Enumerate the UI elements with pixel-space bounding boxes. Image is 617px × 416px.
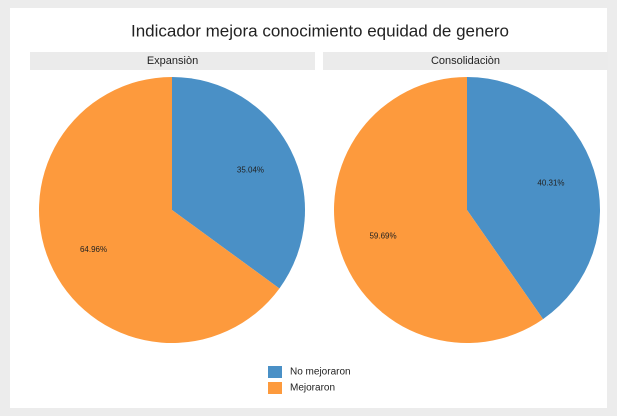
- facet-title: Consolidaciòn: [431, 55, 500, 67]
- legend-label: No mejoraron: [290, 367, 351, 378]
- legend-swatch: [268, 382, 282, 394]
- legend-swatch: [268, 366, 282, 378]
- data-label: 59.69%: [369, 231, 396, 240]
- legend-label: Mejoraron: [290, 383, 335, 394]
- pie-slice: [467, 77, 601, 320]
- pie-slice: [39, 77, 280, 343]
- facet-title: Expansiòn: [147, 55, 198, 67]
- data-label: 40.31%: [537, 179, 564, 188]
- pie-slice: [334, 77, 544, 343]
- facet-strip: [323, 52, 608, 70]
- facet-strip: [30, 52, 315, 70]
- data-label: 35.04%: [237, 165, 264, 174]
- pie-slice: [172, 77, 305, 289]
- chart-title: Indicador mejora conocimiento equidad de…: [131, 21, 509, 40]
- data-label: 64.96%: [80, 245, 107, 254]
